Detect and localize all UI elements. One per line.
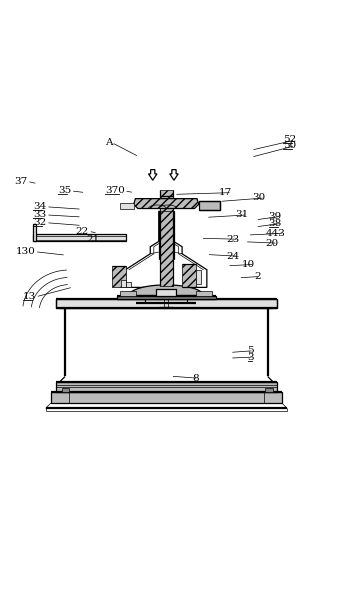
Bar (56, 299, 277, 308)
Bar (33, 234, 126, 241)
Bar (120, 203, 133, 209)
Text: 17: 17 (219, 188, 233, 197)
Text: 34: 34 (33, 202, 47, 211)
Bar (120, 291, 136, 295)
Bar (156, 289, 176, 295)
Text: 31: 31 (235, 210, 248, 219)
Bar (33, 224, 36, 241)
Polygon shape (129, 285, 203, 295)
Text: 5: 5 (247, 346, 254, 355)
Bar (199, 201, 220, 210)
Text: 50: 50 (283, 141, 296, 150)
Bar (121, 280, 126, 288)
Text: 37: 37 (14, 177, 27, 186)
Bar (196, 270, 201, 284)
Bar (126, 282, 131, 288)
Text: 22: 22 (76, 227, 89, 236)
Polygon shape (126, 212, 207, 288)
Bar (56, 382, 277, 392)
Text: 33: 33 (33, 210, 47, 219)
Bar (51, 392, 282, 403)
Text: 30: 30 (252, 193, 266, 202)
Text: 443: 443 (265, 229, 285, 238)
Text: 21: 21 (86, 235, 99, 244)
Text: 23: 23 (226, 235, 240, 244)
Bar (160, 196, 173, 212)
Polygon shape (133, 199, 199, 209)
Text: 13: 13 (23, 292, 36, 302)
Bar (196, 291, 212, 295)
Text: 39: 39 (269, 212, 282, 221)
Bar (112, 266, 126, 288)
Text: 20: 20 (265, 239, 278, 247)
Text: 130: 130 (16, 247, 36, 256)
Polygon shape (170, 170, 178, 180)
Bar (61, 388, 69, 392)
Bar (159, 212, 174, 259)
Polygon shape (148, 170, 157, 180)
Text: 8: 8 (192, 374, 199, 383)
Text: 10: 10 (242, 260, 255, 269)
Text: 35: 35 (58, 186, 71, 195)
Bar (182, 264, 196, 288)
Bar (160, 190, 173, 286)
Text: A: A (105, 138, 113, 147)
Text: 52: 52 (283, 136, 296, 145)
Text: 3: 3 (247, 353, 254, 362)
Text: 2: 2 (255, 272, 261, 281)
Bar (117, 295, 216, 299)
Text: 24: 24 (226, 252, 240, 261)
Text: 38: 38 (269, 219, 282, 228)
Text: 370: 370 (105, 186, 125, 195)
Bar (265, 388, 273, 392)
Text: 32: 32 (33, 218, 47, 227)
